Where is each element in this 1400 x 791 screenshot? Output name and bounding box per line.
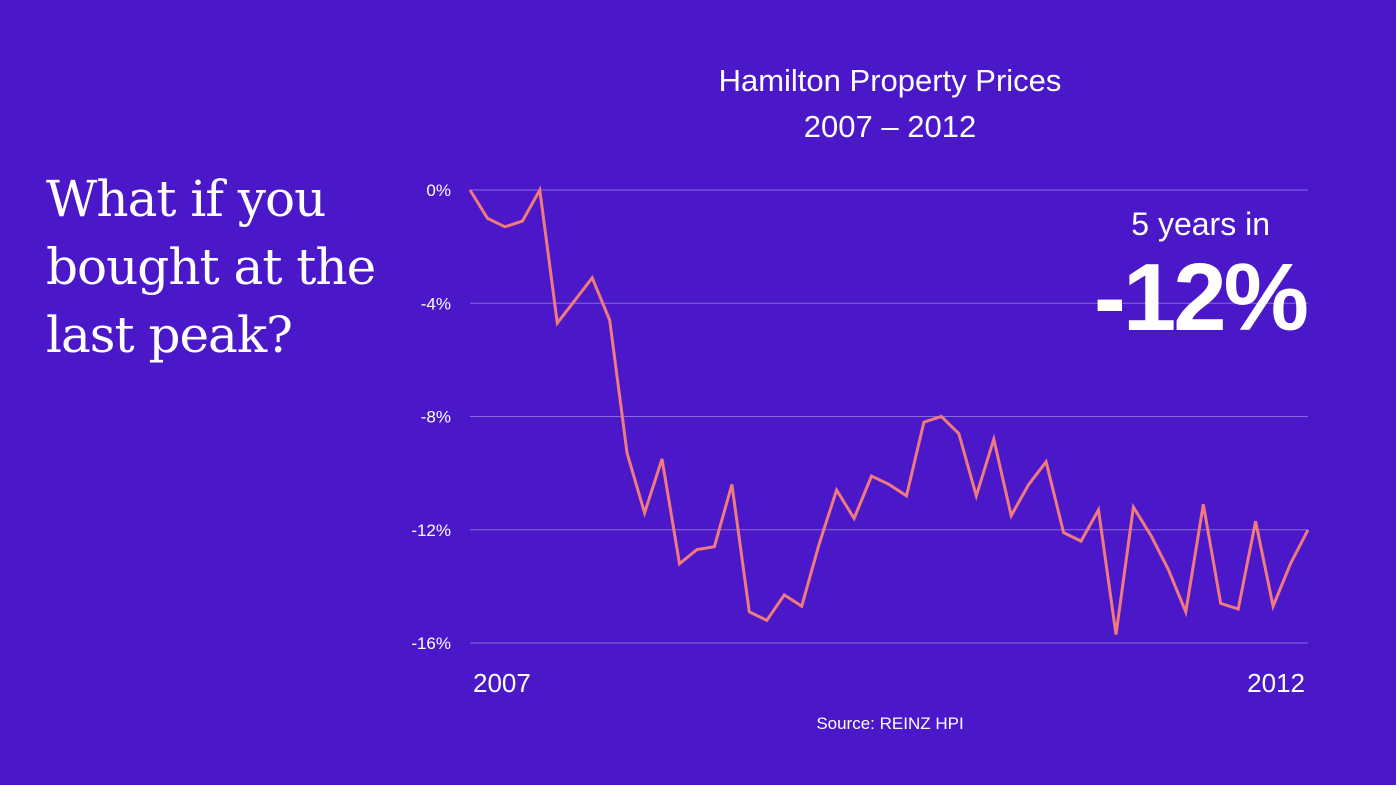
y-tick-label: -16% [411, 634, 451, 653]
chart-subtitle: 2007 – 2012 [803, 109, 977, 144]
y-tick-label: -12% [411, 521, 451, 540]
x-tick-labels: 2007 2012 [473, 668, 1305, 698]
x-tick-label: 2012 [1247, 668, 1305, 698]
y-tick-labels: 0% -4% -8% -12% -16% [411, 181, 451, 653]
headline: What if you bought at the last peak? [46, 170, 376, 364]
chart-title: Hamilton Property Prices [718, 63, 1062, 98]
source-note: Source: REINZ HPI [816, 714, 964, 733]
x-tick-label: 2007 [473, 668, 531, 698]
gridlines [470, 189, 1308, 644]
y-tick-label: -4% [421, 294, 451, 313]
chart-title-block: Hamilton Property Prices 2007 – 2012 [640, 58, 1140, 150]
series-line [468, 185, 1310, 635]
series-layer [468, 185, 1310, 635]
callout: 5 years in -12% [1040, 200, 1309, 348]
y-tick-label: 0% [426, 181, 451, 200]
callout-value: -12% [1093, 244, 1309, 351]
y-tick-label: -8% [421, 408, 451, 427]
callout-label: 5 years in [1131, 206, 1270, 242]
